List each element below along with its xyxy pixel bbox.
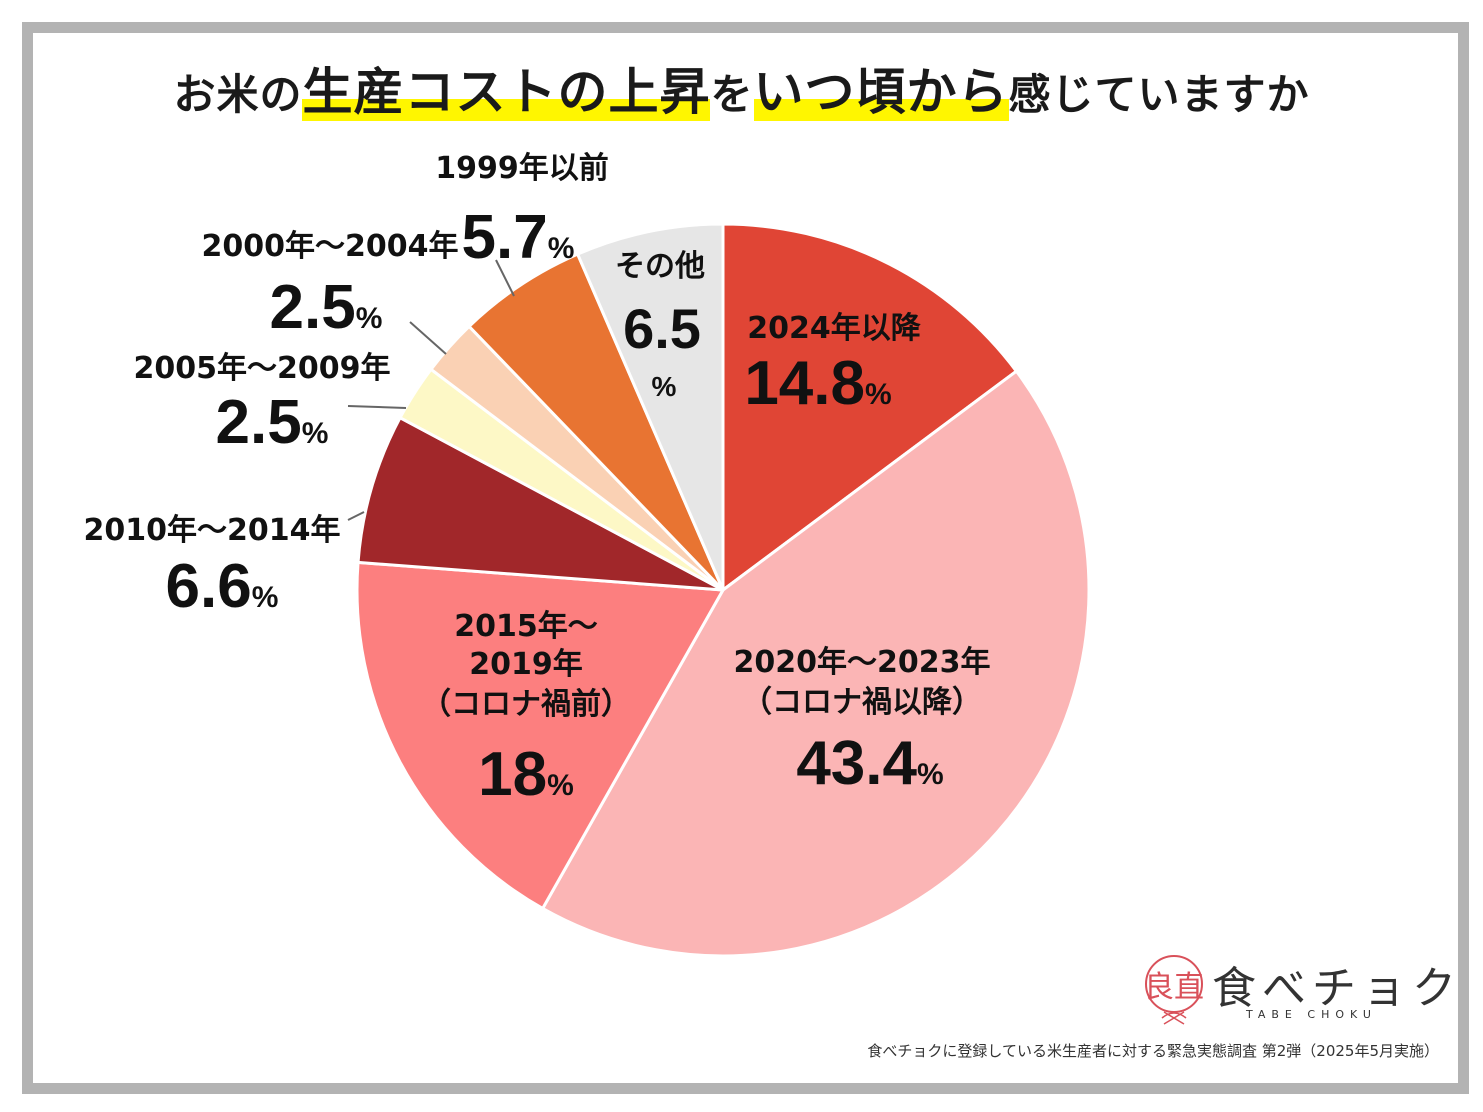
slice-label-2015-line3: （コロナ禍前）	[421, 687, 631, 722]
slice-label-2020-line2: （コロナ禍以降）	[742, 685, 982, 720]
slice-value-2005: 2.5%	[216, 388, 329, 457]
title-part-3: を	[710, 70, 754, 119]
slice-value-2000: 2.5%	[270, 273, 383, 342]
slice-label-2015-line2: 2019年	[469, 647, 583, 682]
slice-value-1999: 5.7%	[462, 203, 575, 272]
slice-label-2005: 2005年～2009年	[134, 351, 391, 386]
slice-value-2015: 18%	[478, 740, 574, 809]
title-highlight-1: 生産コストの上昇	[302, 63, 711, 121]
slice-label-2000: 2000年～2004年	[202, 229, 459, 264]
slice-label-2010: 2010年～2014年	[84, 513, 341, 548]
logo-mark-text: 良直	[1144, 970, 1204, 1005]
pie-slice-7	[466, 252, 725, 592]
leader-line-2005	[347, 405, 407, 409]
slice-label-2020-line1: 2020年～2023年	[734, 645, 991, 680]
pie-slice-3	[355, 560, 726, 911]
slice-label-1999: 1999年以前	[435, 151, 609, 186]
slice-value-other-unit: %	[652, 371, 677, 402]
tabechoku-logo: 良直 食べチョク TABE CHOKU	[1140, 948, 1456, 1028]
slice-value-other: 6.5	[623, 297, 701, 360]
footnote: 食べチョクに登録している米生産者に対する緊急実態調査 第2弾（2025年5月実施…	[867, 1042, 1439, 1060]
slice-label-other: その他	[615, 249, 705, 284]
logo-mark-icon: 良直	[1144, 955, 1204, 1025]
title-part-5: 感じていますか	[1008, 70, 1310, 119]
pie-slice-8	[575, 222, 725, 591]
slice-value-2020: 43.4%	[796, 729, 943, 798]
title-highlight-2: いつ頃から	[753, 63, 1009, 121]
pie-slice-4	[356, 415, 724, 592]
pie-slice-1	[721, 222, 1019, 593]
chart-title: お米の生産コストの上昇をいつ頃から感じていますか	[0, 52, 1483, 124]
title-part-1: お米の	[173, 70, 303, 119]
pie-slice-2	[540, 369, 1091, 958]
slice-value-2024: 14.8%	[744, 349, 891, 418]
leader-line-2000	[409, 321, 447, 355]
slice-label-2024: 2024年以降	[747, 311, 921, 346]
slice-value-2010: 6.6%	[166, 552, 279, 621]
logo-text: 食べチョク	[1212, 963, 1462, 1014]
logo-subtext: TABE CHOKU	[1246, 1008, 1377, 1021]
slice-label-2015-line1: 2015年～	[454, 609, 598, 644]
leader-line-2010	[347, 511, 365, 521]
leader-line-1999	[495, 259, 515, 297]
